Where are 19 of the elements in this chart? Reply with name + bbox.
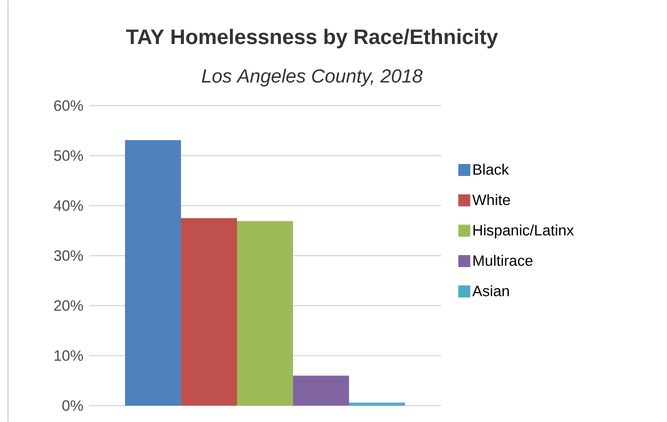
y-tick-label: 30% [54, 250, 83, 261]
y-tick-label: 20% [54, 300, 83, 311]
y-tick-label: 50% [54, 150, 83, 161]
y-tick-label: 0% [62, 400, 83, 411]
y-tick-label: 10% [54, 350, 83, 361]
legend-label: White [472, 194, 510, 206]
bar [125, 140, 182, 406]
legend-label: Multirace [474, 254, 532, 266]
chart-subtitle: Los Angeles County, 2018 [202, 68, 423, 86]
bar [293, 375, 350, 406]
y-tick-label: 40% [54, 200, 83, 211]
bar [349, 402, 406, 406]
legend-label: Black [474, 164, 509, 175]
y-tick-label: 60% [54, 100, 83, 111]
legend-label: Asian [472, 285, 509, 296]
legend-label: Hispanic/Latinx [474, 224, 574, 238]
bar [181, 218, 238, 406]
bar [237, 220, 294, 406]
chart-title: TAY Homelessness by Race/Ethnicity [126, 28, 498, 48]
